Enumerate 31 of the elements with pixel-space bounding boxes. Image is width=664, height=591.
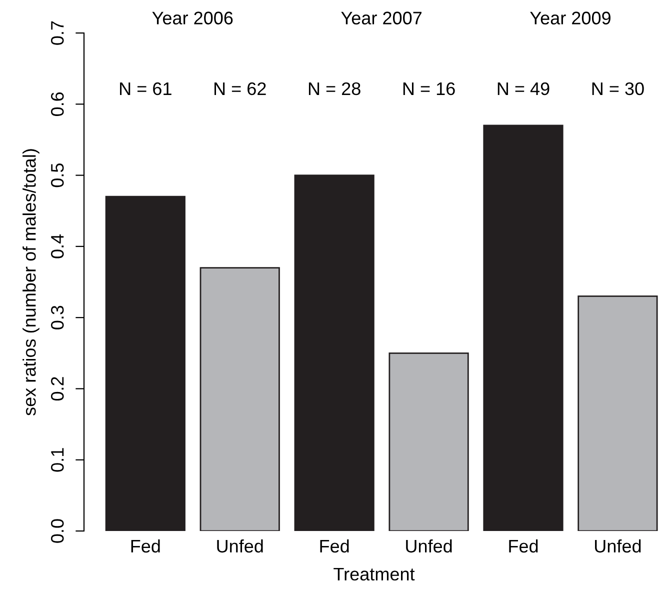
y-axis-title: sex ratios (number of males/total)	[22, 149, 40, 416]
annotation: N = 61	[120, 82, 172, 96]
y-tick-label: 0.0	[50, 519, 64, 543]
bar	[483, 124, 564, 531]
bar	[294, 174, 374, 531]
y-tick-label: 0.3	[50, 306, 64, 330]
bar	[200, 267, 280, 531]
y-tick-label: 0.4	[50, 234, 64, 258]
annotation: N = 49	[498, 82, 550, 96]
x-tick-label: Fed	[131, 539, 160, 553]
x-tick-label: Fed	[320, 539, 349, 553]
y-tick-label: 0.1	[50, 448, 64, 472]
x-tick-label: Fed	[509, 539, 538, 553]
bar	[105, 196, 186, 531]
annotation: N = 62	[214, 82, 266, 96]
annotation: N = 16	[403, 82, 455, 96]
text: Year 2007	[341, 12, 422, 24]
y-tick-label: 0.6	[50, 92, 64, 116]
annotation: N = 30	[592, 82, 644, 96]
x-tick-label: Unfed	[406, 539, 452, 553]
y-tick-label: 0.7	[50, 21, 64, 45]
y-tick-label: 0.5	[50, 163, 64, 188]
y-tick-label: 0.2	[50, 377, 64, 401]
text: Year 2006	[152, 12, 233, 24]
text: Year 2009	[530, 12, 610, 24]
annotation: N = 28	[308, 82, 360, 96]
bar	[388, 352, 469, 531]
x-tick-label: Unfed	[595, 539, 641, 553]
bar	[578, 296, 658, 531]
x-axis-title: Treatment	[334, 568, 415, 581]
x-tick-label: Unfed	[217, 539, 263, 553]
